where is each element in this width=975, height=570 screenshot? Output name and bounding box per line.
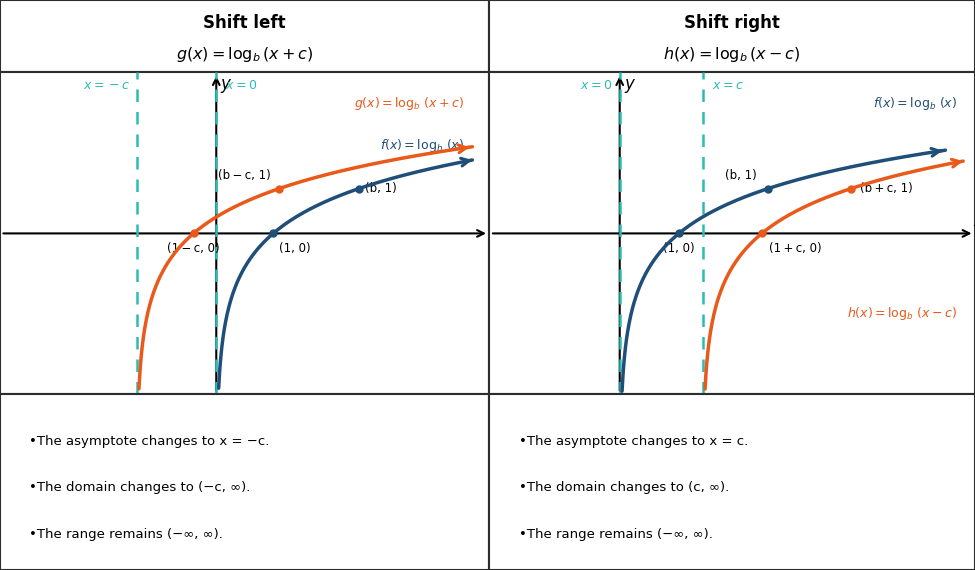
Text: (b + c, 1): (b + c, 1) <box>860 182 913 195</box>
Text: y: y <box>624 75 635 93</box>
Text: $g(x) = \log_b\,(x + c)$: $g(x) = \log_b\,(x + c)$ <box>354 95 464 112</box>
Text: $x = 0$: $x = 0$ <box>580 79 612 92</box>
Text: •The domain changes to (−c, ∞).: •The domain changes to (−c, ∞). <box>29 481 251 494</box>
Text: $x = -c$: $x = -c$ <box>83 79 130 92</box>
Text: (1 − c, 0): (1 − c, 0) <box>167 242 219 255</box>
Text: $f(x) = \log_b\,(x)$: $f(x) = \log_b\,(x)$ <box>379 137 464 154</box>
Text: (b, 1): (b, 1) <box>725 169 758 182</box>
Text: (b − c, 1): (b − c, 1) <box>217 169 270 182</box>
Text: •The asymptote changes to x = c.: •The asymptote changes to x = c. <box>519 435 748 449</box>
Text: •The range remains (−∞, ∞).: •The range remains (−∞, ∞). <box>519 528 713 541</box>
Text: $h(x) = \log_b(x - c)$: $h(x) = \log_b(x - c)$ <box>663 45 801 64</box>
Text: x: x <box>974 212 975 230</box>
Text: •The range remains (−∞, ∞).: •The range remains (−∞, ∞). <box>29 528 223 541</box>
Text: $f(x) = \log_b\,(x)$: $f(x) = \log_b\,(x)$ <box>874 95 957 112</box>
Text: Shift right: Shift right <box>684 14 780 32</box>
Text: $x = 0$: $x = 0$ <box>225 79 257 92</box>
Text: •The domain changes to (c, ∞).: •The domain changes to (c, ∞). <box>519 481 729 494</box>
Text: $x = c$: $x = c$ <box>712 79 743 92</box>
Text: (1 + c, 0): (1 + c, 0) <box>769 242 822 255</box>
Text: (1, 0): (1, 0) <box>279 242 310 255</box>
Text: y: y <box>220 75 231 93</box>
Text: (b, 1): (b, 1) <box>366 182 397 195</box>
Text: $g(x) = \log_b(x + c)$: $g(x) = \log_b(x + c)$ <box>176 45 314 64</box>
Text: $h(x) = \log_b\,(x - c)$: $h(x) = \log_b\,(x - c)$ <box>847 305 957 322</box>
Text: •The asymptote changes to x = −c.: •The asymptote changes to x = −c. <box>29 435 270 449</box>
Text: x: x <box>488 212 498 230</box>
Text: Shift left: Shift left <box>204 14 286 32</box>
Text: (1, 0): (1, 0) <box>663 242 695 255</box>
